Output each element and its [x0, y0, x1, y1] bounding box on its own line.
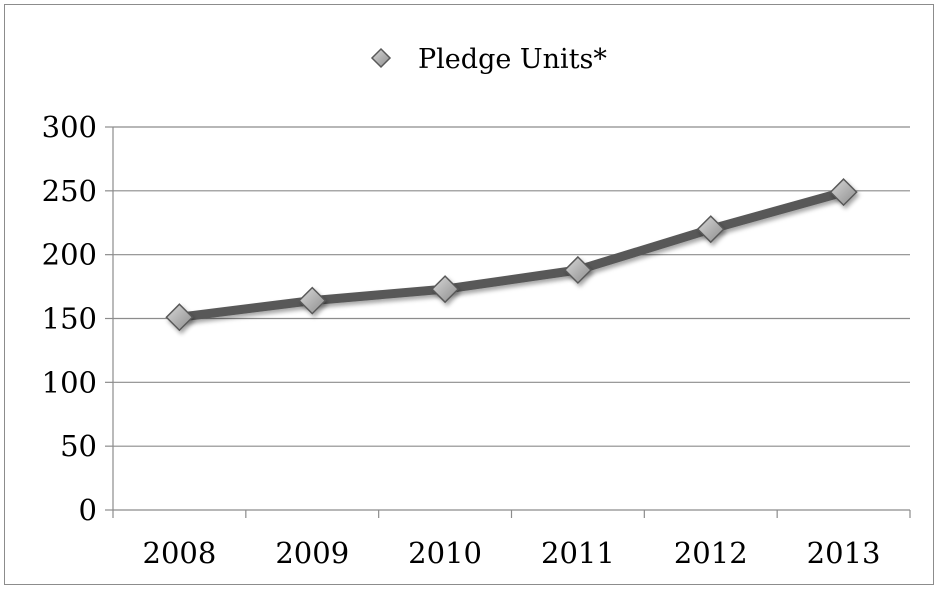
x-tick-label: 2008 [143, 536, 217, 570]
axes [105, 126, 911, 518]
y-tick-label: 300 [42, 110, 97, 144]
chart-frame [4, 4, 934, 585]
y-axis-tick-labels: 0 50 100 150 200 250 300 [42, 110, 97, 527]
data-point-marker [298, 286, 327, 315]
x-tick-label: 2010 [408, 536, 482, 570]
legend-marker-swatch [370, 47, 392, 69]
legend: Pledge Units* [343, 44, 607, 75]
y-tick-label: 50 [60, 429, 97, 463]
y-tick-label: 250 [42, 174, 97, 208]
gridlines [113, 126, 910, 447]
data-point-marker [165, 303, 194, 332]
data-point-marker [431, 275, 460, 304]
legend-label: Pledge Units* [418, 44, 607, 75]
y-tick-label: 200 [42, 238, 97, 272]
series-pledge-units [165, 178, 858, 332]
x-tick-label: 2011 [541, 536, 615, 570]
x-tick-label: 2012 [674, 536, 748, 570]
y-tick-label: 150 [42, 302, 97, 336]
data-point-marker [563, 255, 592, 285]
x-axis-tick-labels: 2008 2009 2010 2011 2012 2013 [143, 536, 881, 570]
y-tick-label: 100 [42, 365, 97, 399]
x-tick-label: 2009 [275, 536, 349, 570]
data-point-marker [829, 178, 858, 207]
x-tick-label: 2013 [807, 536, 881, 570]
y-tick-label: 0 [79, 493, 97, 527]
series-line [174, 187, 849, 322]
data-point-marker [696, 215, 725, 244]
